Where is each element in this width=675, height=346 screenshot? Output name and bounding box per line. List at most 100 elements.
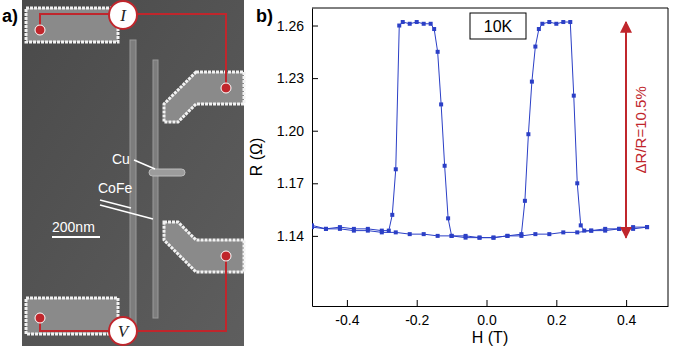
- data-point: [530, 80, 534, 84]
- data-point: [390, 213, 394, 217]
- data-point: [582, 229, 586, 233]
- wire-v-left: [40, 318, 109, 331]
- data-point: [589, 229, 593, 233]
- x-tick-mark: [556, 300, 557, 306]
- y-tick-label: 1.26: [277, 18, 304, 34]
- series-line: [312, 22, 647, 238]
- y-tick-label: 1.14: [277, 228, 304, 244]
- scale-bar: [52, 236, 100, 238]
- figure: IVCu CoFe 200nm a) -0.4 -0.2 0.0 0.2 0.4 1.14 1.17…: [0, 0, 675, 346]
- x-axis-title: H (T): [472, 329, 508, 346]
- data-point: [324, 227, 328, 231]
- y-tick-mark: [312, 183, 318, 184]
- delta-r-arrow: [625, 22, 627, 238]
- data-point: [380, 230, 384, 234]
- x-tick-label: 0.4: [617, 312, 637, 328]
- data-point: [312, 225, 314, 229]
- data-point: [394, 230, 398, 234]
- data-point: [439, 102, 443, 106]
- data-point: [540, 22, 544, 26]
- y-tick-label: 1.20: [277, 123, 304, 139]
- y-tick-mark: [312, 236, 318, 237]
- data-point: [422, 22, 426, 26]
- temperature-annotation: 10K: [470, 13, 526, 39]
- data-point: [491, 236, 495, 240]
- contact-dot: [35, 313, 45, 323]
- data-point: [561, 20, 565, 24]
- voltage-meter-circle: [109, 317, 137, 345]
- y-tick: 1.20: [277, 123, 318, 139]
- x-tick-mark: [487, 300, 488, 306]
- data-point: [446, 216, 450, 220]
- data-point: [575, 230, 579, 234]
- data-point: [526, 132, 530, 136]
- data-point: [547, 20, 551, 24]
- panel-a-label: a): [2, 6, 18, 26]
- data-point: [645, 225, 649, 229]
- wire-i-left: [40, 14, 109, 30]
- frame-right: [668, 8, 669, 306]
- data-point: [432, 27, 436, 31]
- x-tick: -0.2: [405, 300, 429, 328]
- data-point: [533, 232, 537, 236]
- data-point: [537, 27, 541, 31]
- x-tick-mark: [417, 300, 418, 306]
- data-point: [464, 236, 468, 240]
- data-point: [436, 50, 440, 54]
- data-point: [533, 45, 537, 49]
- x-tick: -0.4: [335, 300, 359, 328]
- pad-bottom-right: [164, 222, 244, 272]
- data-point: [572, 94, 576, 98]
- x-axis: -0.4 -0.2 0.0 0.2 0.4: [313, 300, 669, 328]
- cu-label: Cu: [112, 151, 130, 167]
- data-point: [366, 229, 370, 233]
- contact-dot: [221, 83, 231, 93]
- data-point: [394, 167, 398, 171]
- circuit: IV: [35, 1, 231, 345]
- y-tick-mark: [312, 78, 318, 79]
- x-tick: 0.0: [477, 300, 497, 328]
- x-tick-label: 0.0: [477, 312, 497, 328]
- contact-dot: [35, 25, 45, 35]
- pad-top-right: [164, 72, 244, 122]
- data-point: [568, 20, 572, 24]
- cu-pointer: [134, 160, 155, 169]
- x-tick-label: -0.4: [335, 312, 359, 328]
- data-point: [505, 234, 509, 238]
- data-point: [443, 164, 447, 168]
- data-point: [415, 20, 419, 24]
- y-tick-label: 1.17: [277, 175, 304, 191]
- y-tick: 1.23: [277, 70, 318, 86]
- x-tick: 0.2: [547, 300, 567, 328]
- data-point: [436, 234, 440, 238]
- data-point: [397, 24, 401, 28]
- y-axis: 1.14 1.17 1.20 1.23 1.26: [277, 9, 318, 307]
- x-axis-line: [313, 306, 669, 307]
- data-point: [450, 234, 454, 238]
- plot-area: [312, 20, 649, 240]
- sem-image: [22, 0, 244, 346]
- data-point: [401, 20, 405, 24]
- data-point: [352, 229, 356, 233]
- y-tick: 1.14: [277, 228, 318, 244]
- x-tick: 0.4: [617, 300, 637, 328]
- panel-a: IVCu CoFe 200nm: [22, 0, 244, 346]
- data-point: [589, 229, 593, 233]
- annotation-box: [470, 13, 526, 39]
- data-point: [408, 22, 412, 26]
- x-tick-label: -0.2: [405, 312, 429, 328]
- x-tick-mark: [347, 300, 348, 306]
- frame-top: [312, 8, 668, 9]
- data-point: [519, 232, 523, 236]
- data-point: [505, 234, 509, 238]
- data-point: [575, 181, 579, 185]
- data-point: [422, 232, 426, 236]
- data-point: [617, 227, 621, 231]
- current-meter-circle: [109, 1, 137, 29]
- wire-i-right: [137, 14, 226, 88]
- wire-cofe-2: [153, 60, 158, 318]
- data-point: [645, 225, 649, 229]
- scale-label: 200nm: [52, 219, 95, 235]
- current-meter-label: I: [119, 6, 127, 25]
- cofe-label: CoFe: [98, 180, 132, 196]
